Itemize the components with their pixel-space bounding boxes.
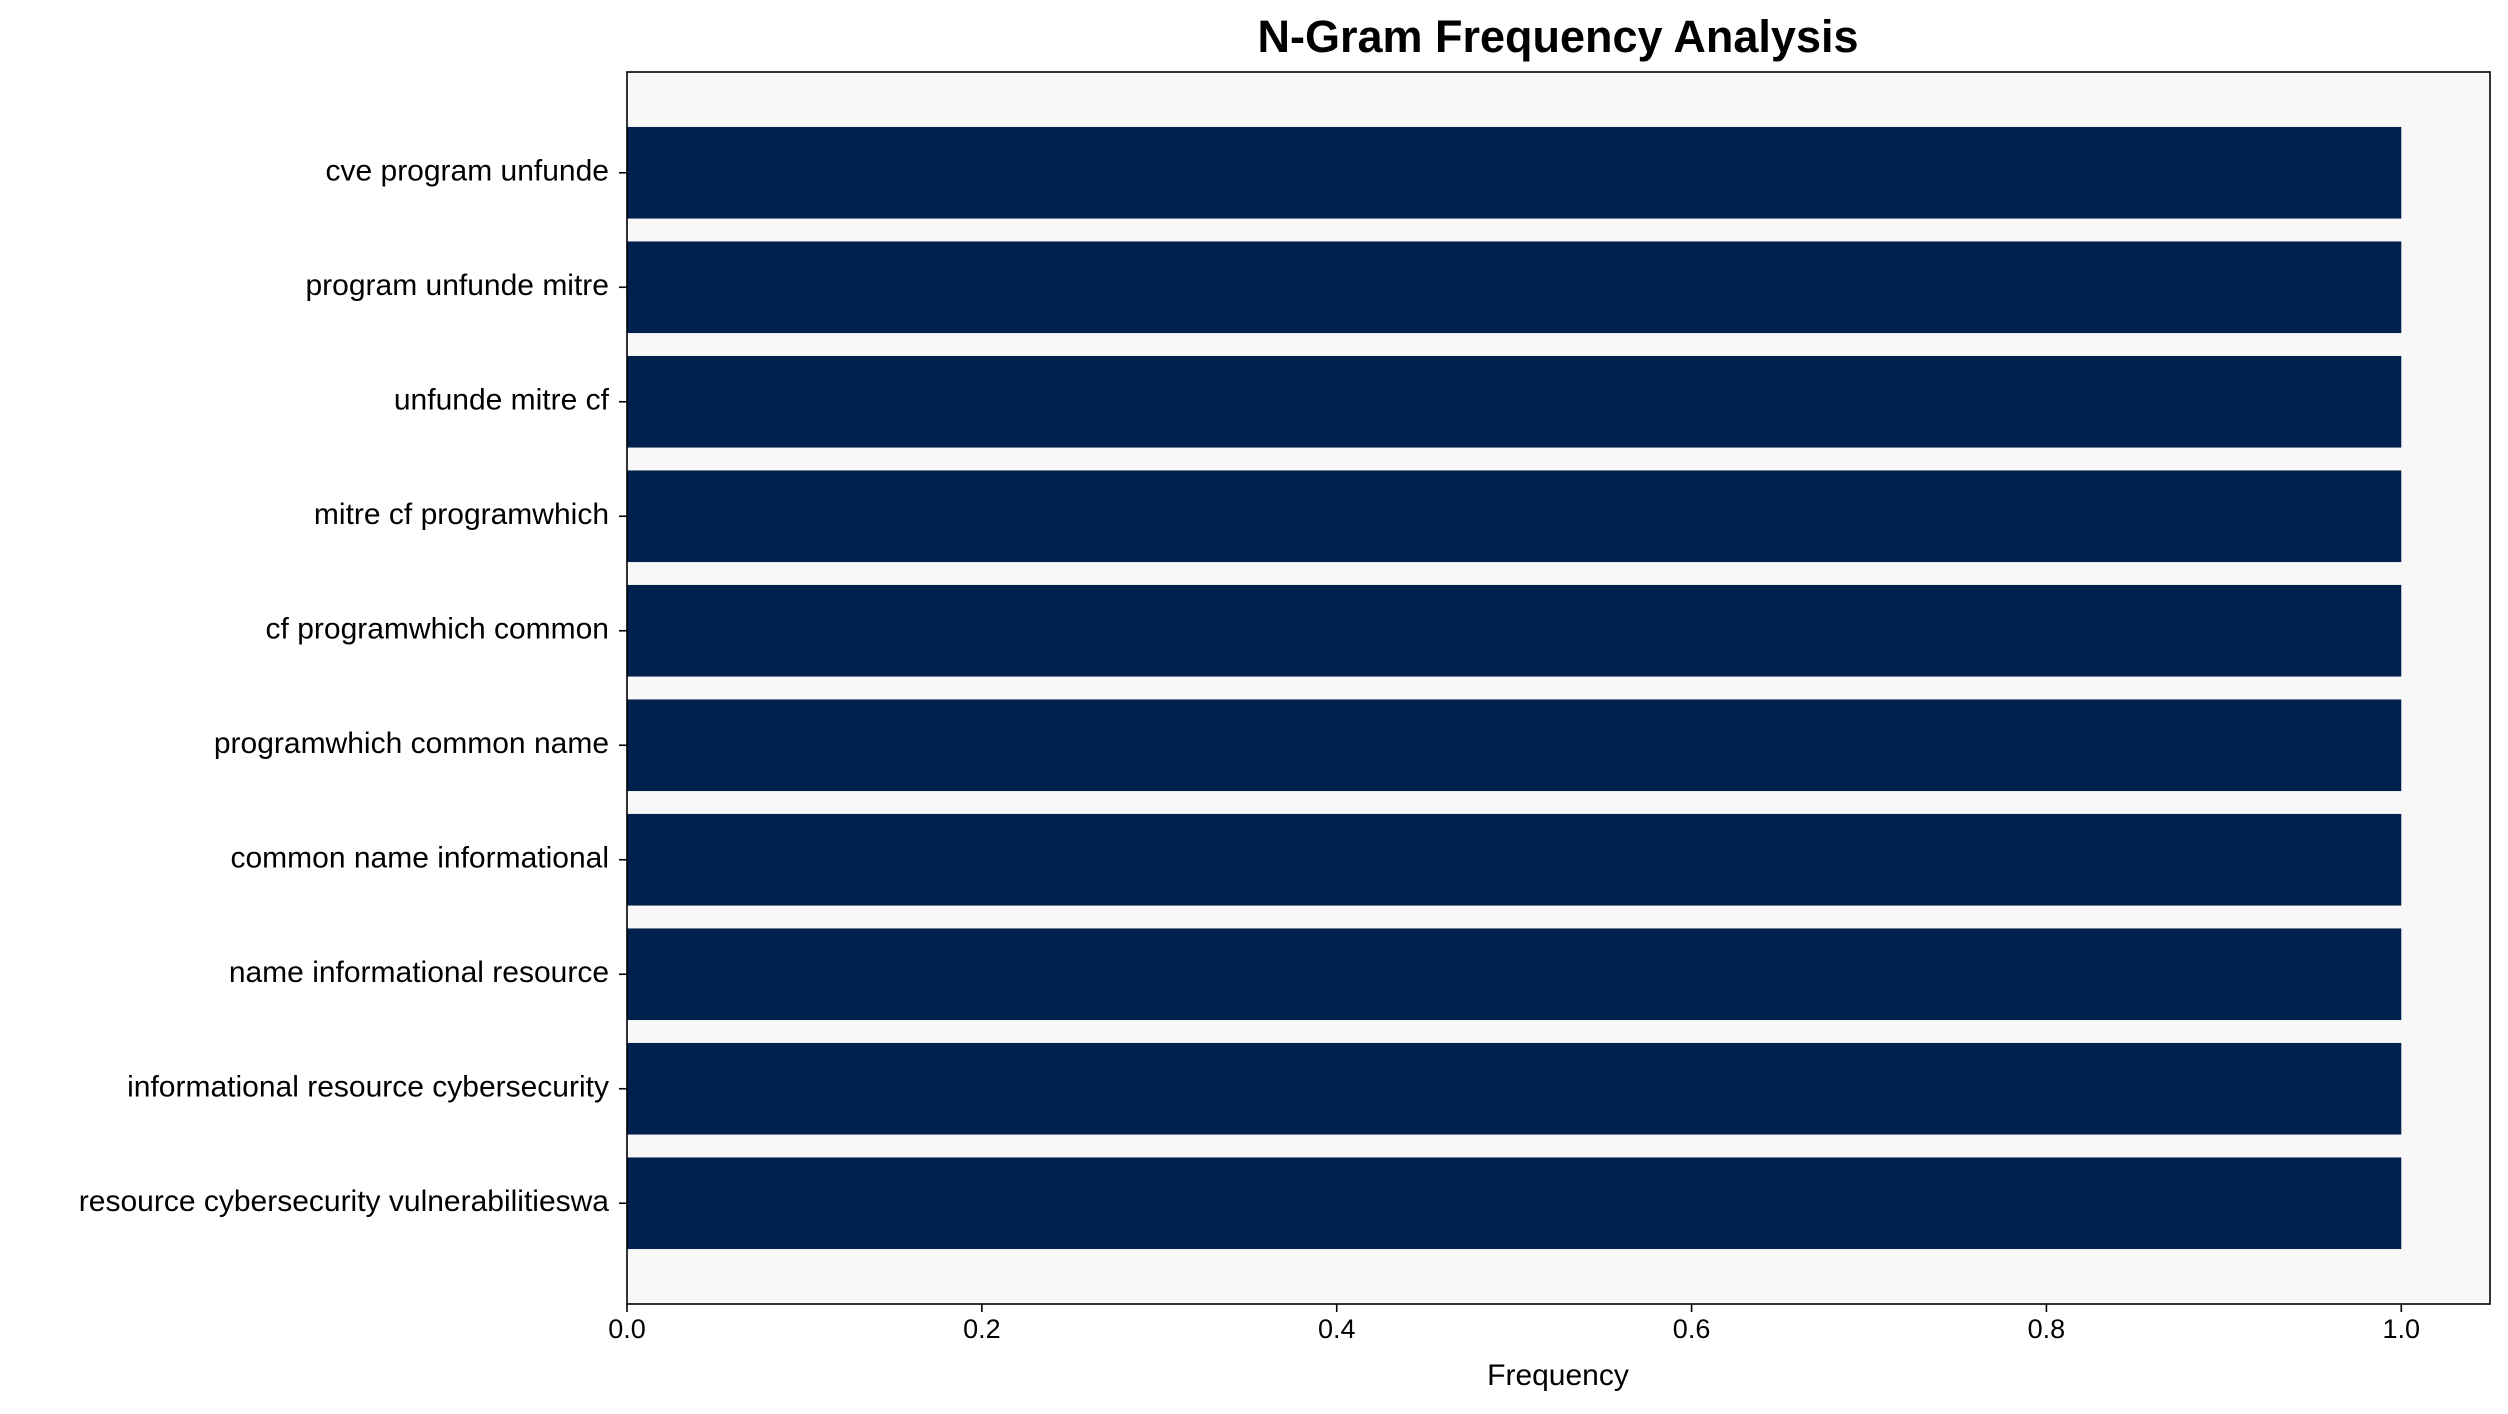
bar xyxy=(627,928,2402,1021)
y-tick-label: cf programwhich common xyxy=(266,613,609,646)
x-tick-label: 0.8 xyxy=(2028,1314,2066,1344)
bar xyxy=(627,813,2402,906)
y-tick-label: programwhich common name xyxy=(214,727,609,760)
x-tick-label: 0.6 xyxy=(1673,1314,1711,1344)
bar xyxy=(627,584,2402,677)
y-tick-label: resource cybersecurity vulnerabilitieswa xyxy=(79,1185,610,1218)
y-tick-label: cve program unfunde xyxy=(325,155,609,188)
axes-frame xyxy=(626,71,2491,1305)
x-tick-label: 0.2 xyxy=(963,1314,1001,1344)
bar xyxy=(627,470,2402,563)
y-tick-label: unfunde mitre cf xyxy=(394,384,610,417)
y-tick-label: mitre cf programwhich xyxy=(314,498,609,531)
bar xyxy=(627,1042,2402,1135)
bar xyxy=(627,126,2402,219)
bar xyxy=(627,1157,2402,1250)
y-tick-label: informational resource cybersecurity xyxy=(127,1071,609,1104)
bar xyxy=(627,699,2402,792)
chart-title: N-Gram Frequency Analysis xyxy=(1257,11,1858,62)
x-tick-label: 0.4 xyxy=(1318,1314,1356,1344)
y-tick-label: program unfunde mitre xyxy=(306,269,610,302)
x-tick-label: 1.0 xyxy=(2383,1314,2421,1344)
bar xyxy=(627,355,2402,448)
x-tick-label: 0.0 xyxy=(608,1314,646,1344)
bar xyxy=(627,241,2402,334)
x-axis-label: Frequency xyxy=(1487,1359,1629,1392)
y-tick-label: name informational resource xyxy=(229,956,609,989)
y-tick-label: common name informational xyxy=(230,842,609,875)
